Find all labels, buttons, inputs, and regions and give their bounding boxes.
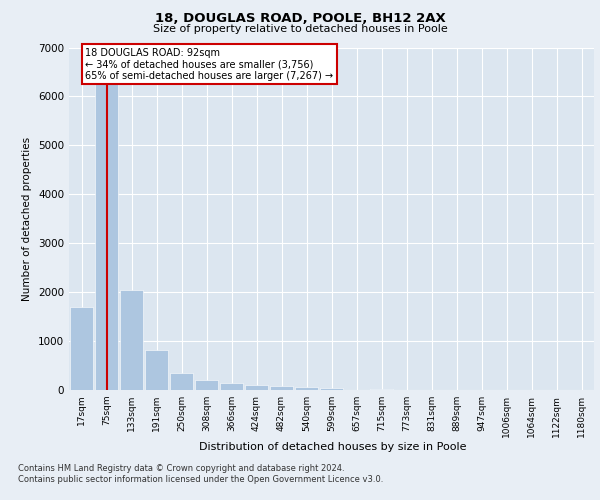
Text: Distribution of detached houses by size in Poole: Distribution of detached houses by size … (199, 442, 467, 452)
Y-axis label: Number of detached properties: Number of detached properties (22, 136, 32, 301)
Bar (220, 383, 243, 390)
Bar (270, 386, 293, 390)
Text: 18, DOUGLAS ROAD, POOLE, BH12 2AX: 18, DOUGLAS ROAD, POOLE, BH12 2AX (155, 12, 445, 24)
Bar (70, 307, 93, 390)
Bar (195, 380, 218, 390)
Text: Contains public sector information licensed under the Open Government Licence v3: Contains public sector information licen… (18, 475, 383, 484)
Bar (245, 384, 268, 390)
Bar (295, 388, 318, 390)
Bar (170, 374, 193, 390)
Bar (320, 388, 343, 390)
Text: 18 DOUGLAS ROAD: 92sqm
← 34% of detached houses are smaller (3,756)
65% of semi-: 18 DOUGLAS ROAD: 92sqm ← 34% of detached… (85, 48, 334, 80)
Bar (145, 350, 168, 390)
Text: Size of property relative to detached houses in Poole: Size of property relative to detached ho… (152, 24, 448, 34)
Bar (95, 80, 118, 390)
Text: Contains HM Land Registry data © Crown copyright and database right 2024.: Contains HM Land Registry data © Crown c… (18, 464, 344, 473)
Bar (120, 290, 143, 390)
Bar (370, 388, 393, 390)
